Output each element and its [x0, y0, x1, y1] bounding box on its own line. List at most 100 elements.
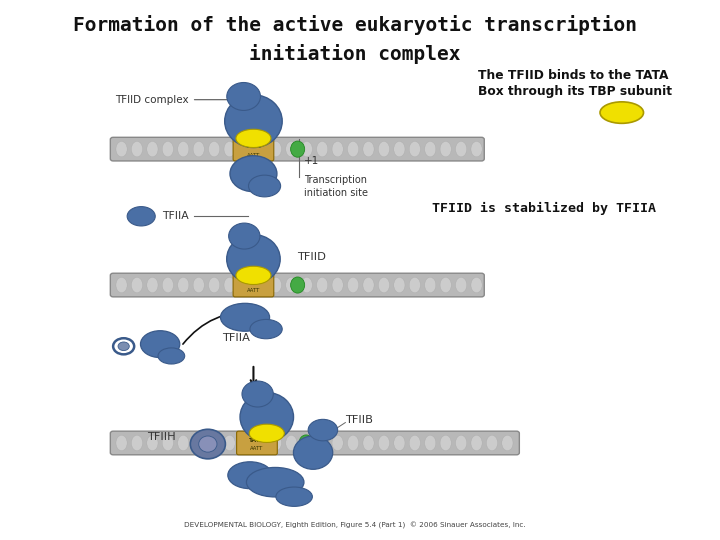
Ellipse shape: [363, 435, 374, 451]
Ellipse shape: [209, 141, 220, 157]
Text: AATT: AATT: [247, 288, 260, 293]
Ellipse shape: [487, 435, 498, 451]
Ellipse shape: [193, 141, 204, 157]
Ellipse shape: [209, 435, 220, 451]
Text: DEVELOPMENTAL BIOLOGY, Eighth Edition, Figure 5.4 (Part 1)  © 2006 Sinauer Assoc: DEVELOPMENTAL BIOLOGY, Eighth Edition, F…: [184, 522, 526, 529]
Ellipse shape: [440, 435, 451, 451]
Ellipse shape: [294, 436, 333, 469]
Ellipse shape: [363, 278, 374, 293]
Ellipse shape: [131, 278, 143, 293]
Text: TFIIA: TFIIA: [162, 211, 189, 221]
Ellipse shape: [456, 435, 467, 451]
Ellipse shape: [227, 234, 280, 284]
Ellipse shape: [249, 424, 284, 442]
Ellipse shape: [209, 278, 220, 293]
Ellipse shape: [190, 429, 225, 459]
Ellipse shape: [270, 141, 282, 157]
Text: +1: +1: [304, 156, 319, 166]
Ellipse shape: [301, 141, 312, 157]
Ellipse shape: [162, 278, 174, 293]
Text: TATA: TATA: [249, 438, 265, 443]
Ellipse shape: [600, 102, 644, 123]
Ellipse shape: [158, 348, 185, 364]
Ellipse shape: [116, 278, 127, 293]
Ellipse shape: [425, 435, 436, 451]
Text: AATT: AATT: [247, 152, 260, 158]
Ellipse shape: [229, 223, 260, 249]
Text: initiation complex: initiation complex: [249, 44, 461, 64]
Ellipse shape: [236, 129, 271, 147]
Ellipse shape: [348, 278, 359, 293]
Ellipse shape: [147, 278, 158, 293]
Ellipse shape: [378, 278, 390, 293]
Ellipse shape: [193, 435, 204, 451]
Ellipse shape: [178, 278, 189, 293]
Ellipse shape: [116, 141, 127, 157]
Ellipse shape: [456, 141, 467, 157]
Ellipse shape: [471, 278, 482, 293]
Ellipse shape: [147, 435, 158, 451]
Ellipse shape: [425, 141, 436, 157]
Ellipse shape: [363, 141, 374, 157]
Ellipse shape: [440, 141, 451, 157]
FancyBboxPatch shape: [237, 431, 277, 455]
Ellipse shape: [224, 278, 235, 293]
Ellipse shape: [394, 435, 405, 451]
Ellipse shape: [248, 175, 281, 197]
Ellipse shape: [394, 278, 405, 293]
Ellipse shape: [220, 303, 269, 331]
Ellipse shape: [378, 435, 390, 451]
Ellipse shape: [227, 83, 261, 111]
Ellipse shape: [409, 435, 420, 451]
Ellipse shape: [178, 141, 189, 157]
Ellipse shape: [270, 278, 282, 293]
Text: TATA: TATA: [246, 280, 261, 285]
FancyBboxPatch shape: [110, 431, 519, 455]
Ellipse shape: [240, 278, 251, 293]
Text: Transcription: Transcription: [304, 175, 367, 185]
Ellipse shape: [291, 141, 305, 157]
Ellipse shape: [270, 435, 282, 451]
Ellipse shape: [147, 141, 158, 157]
FancyBboxPatch shape: [233, 273, 274, 297]
Ellipse shape: [317, 435, 328, 451]
Ellipse shape: [286, 278, 297, 293]
Ellipse shape: [240, 393, 294, 442]
Ellipse shape: [332, 141, 343, 157]
Text: Formation of the active eukaryotic transcription: Formation of the active eukaryotic trans…: [73, 15, 637, 35]
Ellipse shape: [255, 141, 266, 157]
FancyBboxPatch shape: [110, 137, 485, 161]
Ellipse shape: [178, 435, 189, 451]
Ellipse shape: [240, 141, 251, 157]
Ellipse shape: [255, 435, 266, 451]
Ellipse shape: [127, 207, 156, 226]
Ellipse shape: [240, 435, 251, 451]
Ellipse shape: [317, 141, 328, 157]
Ellipse shape: [317, 278, 328, 293]
Ellipse shape: [471, 435, 482, 451]
FancyBboxPatch shape: [110, 273, 485, 297]
Ellipse shape: [199, 436, 217, 452]
Ellipse shape: [228, 462, 272, 489]
Ellipse shape: [236, 266, 271, 285]
FancyBboxPatch shape: [233, 137, 274, 161]
Ellipse shape: [225, 95, 282, 147]
Ellipse shape: [276, 487, 312, 507]
Text: Box through its TBP subunit: Box through its TBP subunit: [478, 85, 672, 98]
Text: TFIIA: TFIIA: [222, 333, 250, 343]
Ellipse shape: [242, 381, 274, 407]
Ellipse shape: [308, 420, 338, 441]
Text: TATA: TATA: [246, 144, 261, 149]
Text: TFIIB: TFIIB: [346, 415, 373, 426]
Ellipse shape: [162, 141, 174, 157]
Ellipse shape: [301, 278, 312, 293]
Ellipse shape: [332, 435, 343, 451]
Ellipse shape: [162, 435, 174, 451]
Ellipse shape: [394, 141, 405, 157]
Text: TFIID: TFIID: [297, 252, 326, 262]
Ellipse shape: [332, 278, 343, 293]
Ellipse shape: [440, 278, 451, 293]
Text: TFIID is stabilized by TFIIA: TFIID is stabilized by TFIIA: [432, 201, 657, 215]
Ellipse shape: [348, 141, 359, 157]
Ellipse shape: [224, 141, 235, 157]
